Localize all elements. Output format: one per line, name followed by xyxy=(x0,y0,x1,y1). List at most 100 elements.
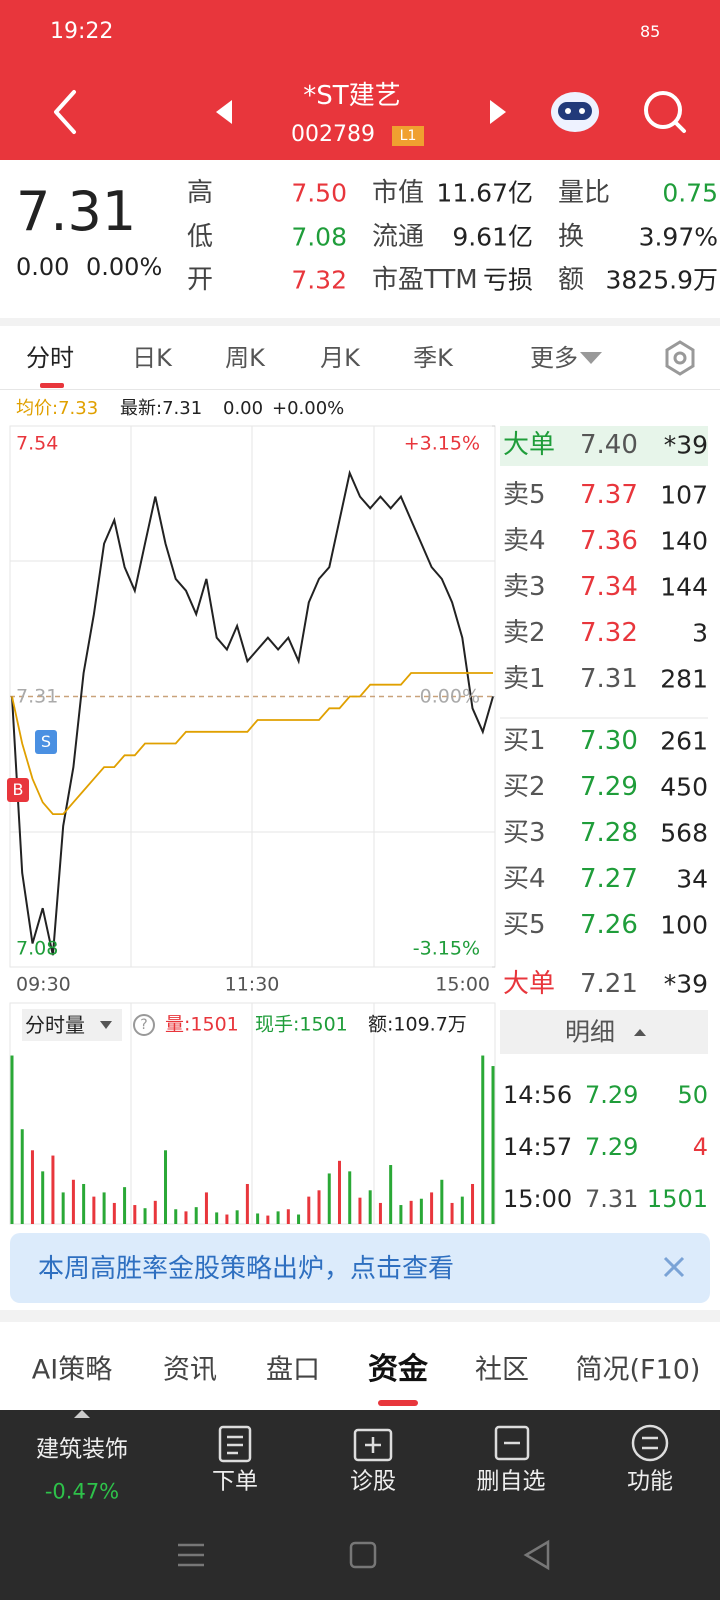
help-mark: ? xyxy=(140,1017,148,1033)
help-icon[interactable] xyxy=(133,1014,155,1036)
volume-bar xyxy=(297,1214,301,1224)
system-nav xyxy=(178,1539,550,1571)
stock-code: 002789 xyxy=(291,122,375,147)
nav-item[interactable]: 删自选 xyxy=(476,1468,546,1495)
separator xyxy=(0,318,720,326)
function-icon[interactable] xyxy=(631,1424,669,1462)
volume-stat: 现手:1501 xyxy=(255,1013,348,1036)
volume-bar xyxy=(174,1209,178,1224)
close-icon[interactable] xyxy=(663,1256,685,1278)
volume-bar xyxy=(20,1129,24,1224)
stat-value: 亏损 xyxy=(482,265,533,295)
nav-item[interactable]: 功能 xyxy=(627,1468,673,1495)
stat-value: 0.75 xyxy=(662,178,718,208)
book-price: 7.28 xyxy=(580,818,638,848)
book-volume: 281 xyxy=(660,664,708,694)
chart-tab[interactable]: 更多 xyxy=(530,344,578,372)
stat-value: 11.67亿 xyxy=(436,178,533,208)
chart-tab[interactable]: 周K xyxy=(225,344,265,372)
settings-icon[interactable] xyxy=(665,340,695,376)
volume-bar xyxy=(419,1198,423,1224)
volume-bar xyxy=(30,1150,34,1224)
volume-bar xyxy=(41,1171,45,1224)
volume-bar xyxy=(348,1171,352,1224)
book-volume: *39 xyxy=(663,969,708,999)
chart-tab[interactable]: 分时 xyxy=(26,344,74,372)
trade-time: 14:56 xyxy=(503,1081,573,1109)
section-tab[interactable]: 社区 xyxy=(475,1354,529,1386)
volume-bar xyxy=(82,1183,86,1224)
badge-bg xyxy=(392,126,424,146)
section-tab[interactable]: AI策略 xyxy=(31,1354,113,1386)
volume-bar xyxy=(204,1192,208,1224)
section-tab[interactable]: 资金 xyxy=(368,1352,428,1387)
volume-bar xyxy=(143,1208,147,1224)
detail-bg[interactable] xyxy=(500,1010,708,1054)
search-icon[interactable] xyxy=(644,91,682,129)
book-price: 7.31 xyxy=(580,664,638,694)
volume-bar xyxy=(266,1215,270,1224)
signal-badge xyxy=(7,778,29,802)
book-label: 买3 xyxy=(503,818,546,848)
book-label: 卖4 xyxy=(503,526,546,556)
change-pct: +0.00% xyxy=(272,398,345,419)
separator xyxy=(0,1310,720,1322)
sector-name[interactable]: 建筑装饰 xyxy=(36,1436,128,1463)
signal-label: S xyxy=(40,732,52,751)
trade-time: 15:00 xyxy=(503,1185,573,1213)
stat-value: 7.50 xyxy=(291,178,347,208)
trade-volume: 1501 xyxy=(646,1185,708,1213)
volume-bar xyxy=(215,1212,219,1224)
stat-label: 额 xyxy=(558,265,585,295)
stat-value: 7.32 xyxy=(291,265,347,295)
banner-text[interactable]: 本周高胜率金股策略出炉，点击查看 xyxy=(38,1254,455,1284)
book-price: 7.30 xyxy=(580,726,638,756)
volume-bar xyxy=(337,1160,341,1224)
detail-title[interactable]: 明细 xyxy=(564,1017,616,1047)
book-label: 买5 xyxy=(503,910,546,940)
nav-item[interactable]: 诊股 xyxy=(350,1468,396,1495)
back-icon[interactable] xyxy=(54,90,76,134)
book-volume: 140 xyxy=(660,526,708,556)
section-tab[interactable]: 资讯 xyxy=(163,1354,217,1386)
y-tick-label: 7.08 xyxy=(16,937,59,960)
book-label: 大单 xyxy=(503,430,556,460)
volume-bar xyxy=(481,1055,485,1224)
banner[interactable] xyxy=(10,1233,710,1303)
volume-bar xyxy=(399,1205,403,1224)
volume-title[interactable]: 分时量 xyxy=(25,1013,85,1037)
remove-icon[interactable] xyxy=(494,1425,530,1461)
y2-tick-label: -3.15% xyxy=(412,937,480,960)
chart-tab[interactable]: 月K xyxy=(320,344,360,372)
signal-badge xyxy=(35,730,57,754)
volume-bar xyxy=(276,1211,280,1224)
chart-tab[interactable]: 季K xyxy=(413,344,453,372)
stat-value: 3825.9万 xyxy=(605,265,718,295)
assistant-icon[interactable] xyxy=(551,92,599,132)
section-tab[interactable]: 盘口 xyxy=(266,1354,320,1386)
stat-value: 9.61亿 xyxy=(452,222,533,252)
divider xyxy=(0,389,720,390)
volume-bar xyxy=(10,1055,14,1224)
diagnose-icon[interactable] xyxy=(353,1428,393,1462)
volume-bar xyxy=(317,1190,321,1224)
prev-icon[interactable] xyxy=(216,100,232,124)
stat-label: 高 xyxy=(187,178,214,208)
book-price: 7.40 xyxy=(580,430,638,460)
volume-bar xyxy=(358,1197,362,1224)
volume-bar xyxy=(256,1213,260,1224)
next-icon[interactable] xyxy=(490,100,506,124)
book-price: 7.29 xyxy=(580,772,638,802)
order-icon[interactable] xyxy=(218,1425,252,1463)
nav-item[interactable]: 下单 xyxy=(212,1468,258,1495)
volume-bar xyxy=(51,1155,55,1224)
active-tab-indicator xyxy=(40,383,64,388)
volume-bar xyxy=(92,1196,96,1224)
chart-tab[interactable]: 日K xyxy=(132,344,172,372)
section-tab[interactable]: 简况(F10) xyxy=(575,1354,701,1386)
stat-label: 量比 xyxy=(558,178,611,208)
volume-stat: 额:109.7万 xyxy=(368,1013,467,1036)
stat-value: 3.97% xyxy=(638,222,718,252)
